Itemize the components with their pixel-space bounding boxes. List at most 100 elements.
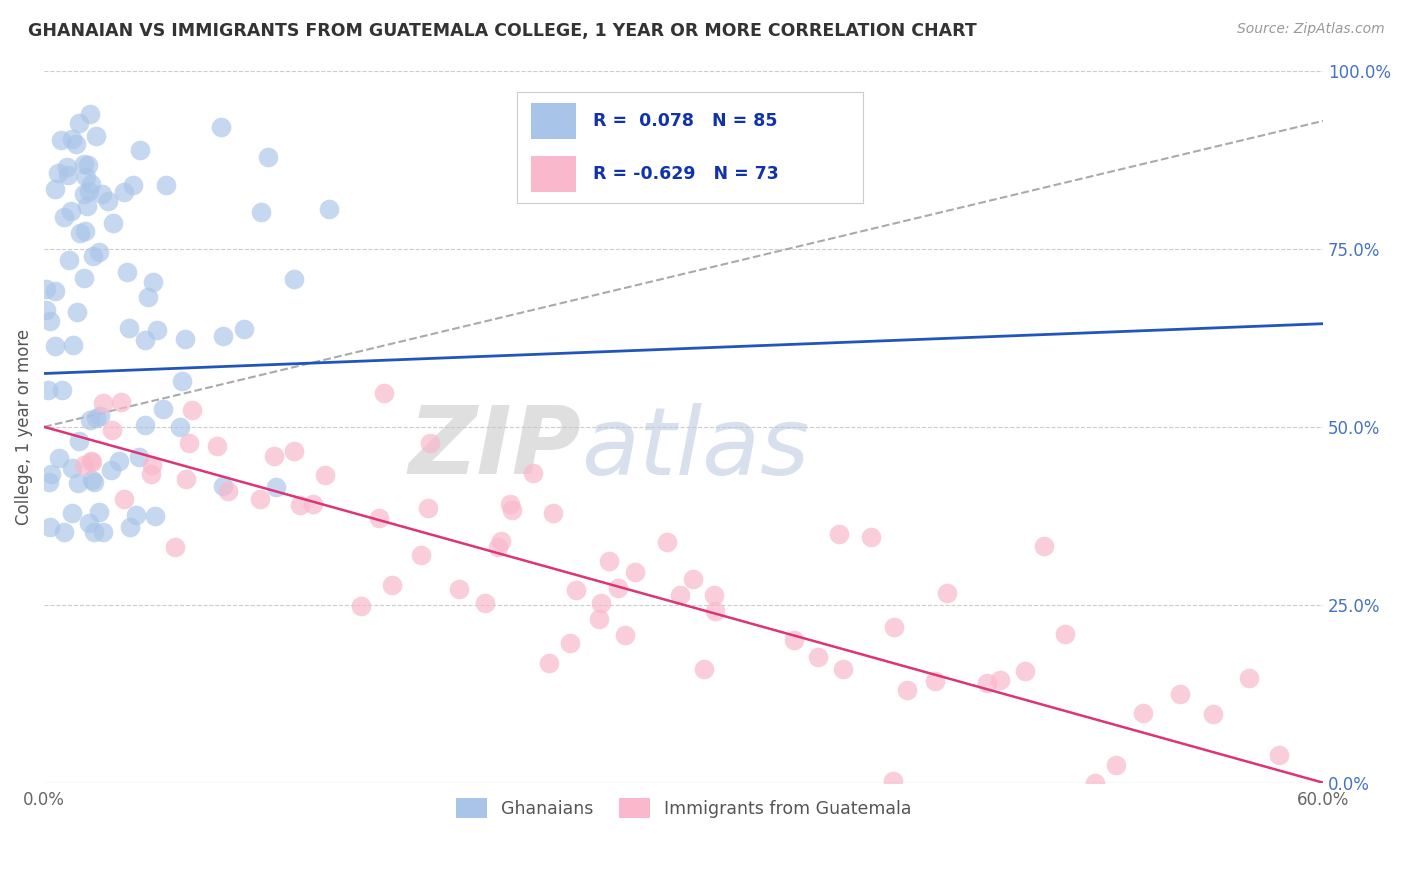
Point <box>783 633 806 648</box>
Point <box>1053 627 1076 641</box>
Point <box>588 612 610 626</box>
Point <box>118 520 141 534</box>
Point <box>59 204 82 219</box>
Point <box>314 468 336 483</box>
Point <box>655 534 678 549</box>
Point <box>859 530 882 544</box>
Point <box>84 128 107 143</box>
Point <box>256 150 278 164</box>
Point <box>67 475 90 490</box>
Point <box>558 636 581 650</box>
Legend: Ghanaians, Immigrants from Guatemala: Ghanaians, Immigrants from Guatemala <box>449 791 918 825</box>
Point <box>217 484 239 499</box>
Point <box>101 423 124 437</box>
Text: ZIP: ZIP <box>408 402 581 494</box>
Point <box>60 132 83 146</box>
Point <box>112 185 135 199</box>
Point <box>152 402 174 417</box>
Point <box>89 505 111 519</box>
Point <box>83 475 105 489</box>
Point <box>174 472 197 486</box>
Point <box>139 467 162 482</box>
Point <box>350 599 373 614</box>
Point <box>416 500 439 515</box>
Point <box>75 170 97 185</box>
Point <box>537 656 560 670</box>
Text: atlas: atlas <box>581 402 810 494</box>
Point <box>703 588 725 602</box>
Point <box>302 497 325 511</box>
Point <box>367 510 389 524</box>
Point <box>82 455 104 469</box>
Point <box>65 305 87 319</box>
Point <box>373 386 395 401</box>
Point <box>232 322 254 336</box>
Point <box>129 144 152 158</box>
Point <box>65 137 87 152</box>
Point <box>1132 706 1154 720</box>
Point <box>80 473 103 487</box>
Point <box>128 450 150 465</box>
Point <box>212 478 235 492</box>
Point <box>163 540 186 554</box>
Point <box>565 582 588 597</box>
Point <box>83 525 105 540</box>
Point <box>73 186 96 201</box>
Text: Source: ZipAtlas.com: Source: ZipAtlas.com <box>1237 22 1385 37</box>
Point <box>125 508 148 522</box>
Point <box>96 194 118 208</box>
Point <box>1014 664 1036 678</box>
Point <box>1239 671 1261 685</box>
Point <box>77 184 100 198</box>
Point <box>46 166 69 180</box>
Point <box>79 106 101 120</box>
Point <box>73 271 96 285</box>
Point <box>58 252 80 267</box>
Point <box>447 582 470 596</box>
Point <box>76 199 98 213</box>
Point <box>69 226 91 240</box>
Point <box>624 566 647 580</box>
Point <box>89 245 111 260</box>
Point <box>501 502 523 516</box>
Point <box>591 596 613 610</box>
Point <box>44 285 66 299</box>
Point <box>155 178 177 192</box>
Point <box>882 773 904 788</box>
Point <box>118 321 141 335</box>
Point <box>212 329 235 343</box>
Point <box>474 596 496 610</box>
Point <box>37 383 59 397</box>
Point <box>110 395 132 409</box>
Point <box>122 178 145 193</box>
Point <box>112 492 135 507</box>
Point <box>89 409 111 423</box>
Point <box>67 116 90 130</box>
Point <box>35 303 58 318</box>
Point <box>173 332 195 346</box>
Point <box>180 402 202 417</box>
Point <box>318 202 340 217</box>
Point <box>249 204 271 219</box>
Point <box>58 169 80 183</box>
Point <box>411 548 433 562</box>
Point <box>38 520 60 534</box>
Point <box>486 541 509 555</box>
Point <box>693 662 716 676</box>
Point <box>101 216 124 230</box>
Point <box>134 333 156 347</box>
Point <box>249 492 271 507</box>
Point <box>73 157 96 171</box>
Point <box>613 628 636 642</box>
Point <box>170 374 193 388</box>
Point <box>73 224 96 238</box>
Point <box>924 674 946 689</box>
Point <box>1267 748 1289 763</box>
Point <box>53 524 76 539</box>
Point <box>108 454 131 468</box>
Point <box>1084 775 1107 789</box>
Point <box>419 436 441 450</box>
Point <box>67 434 90 448</box>
Point <box>264 480 287 494</box>
Point <box>141 458 163 472</box>
